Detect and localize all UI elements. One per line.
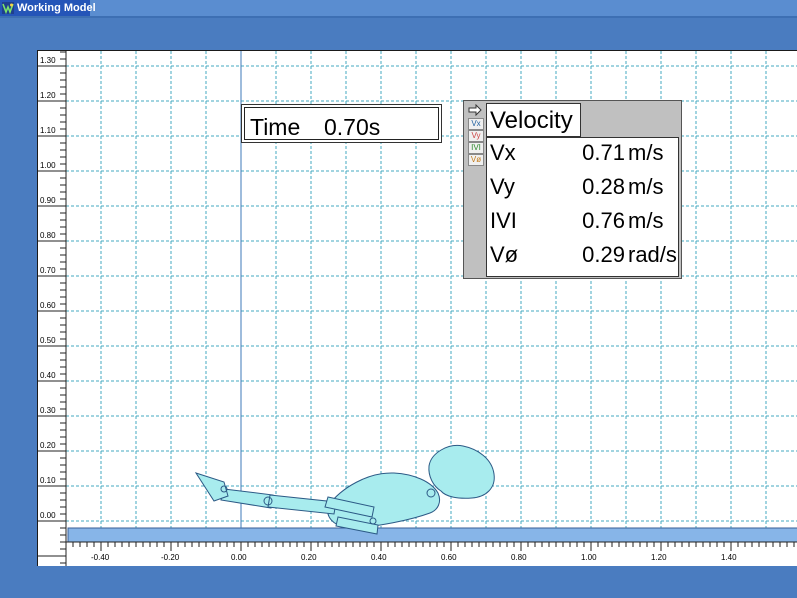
- window-title: Working Model: [17, 2, 96, 14]
- title-bar: Working Model: [0, 0, 797, 16]
- lower-arm[interactable]: [335, 516, 379, 535]
- hip-joint[interactable]: [263, 496, 273, 506]
- y-axis-label: 1.10: [40, 126, 56, 135]
- vx-toggle[interactable]: Vx: [468, 118, 484, 130]
- y-axis-label: 0.70: [40, 266, 56, 275]
- velocity-row-vy: Vy 0.28 m/s: [487, 172, 678, 206]
- velocity-name: IVI: [490, 208, 517, 233]
- velocity-name: Vø: [490, 242, 519, 267]
- y-axis-label: 0.50: [40, 336, 56, 345]
- arrow-right-icon[interactable]: [468, 104, 482, 116]
- x-axis-label: 0.00: [231, 553, 247, 562]
- time-meter[interactable]: Time 0.70s: [241, 104, 442, 143]
- shoulder-joint[interactable]: [426, 488, 436, 498]
- x-axis-label: 0.60: [441, 553, 457, 562]
- x-axis-label: -0.20: [161, 553, 180, 562]
- velocity-value: 0.76: [582, 208, 625, 233]
- humanoid-model[interactable]: [194, 444, 495, 535]
- velocity-row-magnitude: IVI 0.76 m/s: [487, 206, 678, 240]
- time-value: 0.70s: [324, 114, 381, 140]
- y-axis-label: 0.10: [40, 476, 56, 485]
- time-label: Time: [250, 114, 301, 140]
- v-angular-toggle[interactable]: Vø: [468, 154, 484, 166]
- app-title-tab[interactable]: Working Model: [0, 0, 96, 16]
- velocity-title-text: Velocity: [490, 107, 573, 134]
- y-axis-label: 0.30: [40, 406, 56, 415]
- x-axis-label: 0.40: [371, 553, 387, 562]
- head[interactable]: [428, 444, 495, 499]
- velocity-name: Vy: [490, 174, 515, 199]
- velocity-unit: m/s: [628, 174, 664, 199]
- simulation-canvas[interactable]: [38, 51, 797, 566]
- x-axis-label: 0.20: [301, 553, 317, 562]
- y-axis-label: 0.20: [40, 441, 56, 450]
- velocity-readout: Vx 0.71 m/s Vy 0.28 m/s IVI 0.76 m/s Vø …: [486, 137, 679, 277]
- foot[interactable]: [194, 472, 229, 502]
- lower-leg[interactable]: [267, 494, 337, 515]
- velocity-meter[interactable]: Vx Vy IVI Vø Velocity Vx 0.71 m/s Vy 0.2…: [463, 100, 682, 279]
- y-axis-label: 0.00: [40, 511, 56, 520]
- y-axis-label: 1.00: [40, 161, 56, 170]
- velocity-unit: m/s: [628, 140, 664, 165]
- velocity-name: Vx: [490, 140, 516, 165]
- time-meter-inner: Time 0.70s: [244, 107, 439, 140]
- x-axis-label: -0.40: [91, 553, 110, 562]
- velocity-meter-sidebar: Vx Vy IVI Vø: [465, 102, 485, 277]
- velocity-row-angular: Vø 0.29 rad/s: [487, 240, 678, 274]
- desktop-strip: [0, 16, 797, 18]
- x-axis-label: 1.20: [651, 553, 667, 562]
- x-axis-label: 1.00: [581, 553, 597, 562]
- v-magnitude-toggle[interactable]: IVI: [468, 142, 484, 154]
- y-axis-label: 0.90: [40, 196, 56, 205]
- velocity-value: 0.28: [582, 174, 625, 199]
- y-axis-label: 1.20: [40, 91, 56, 100]
- velocity-value: 0.71: [582, 140, 625, 165]
- working-model-logo-icon: [2, 2, 14, 14]
- vertical-ruler: [38, 51, 66, 564]
- velocity-unit: rad/s: [628, 242, 677, 267]
- velocity-row-vx: Vx 0.71 m/s: [487, 138, 678, 172]
- elbow-joint[interactable]: [369, 517, 377, 525]
- y-axis-label: 1.30: [40, 56, 56, 65]
- x-axis-label: 1.40: [721, 553, 737, 562]
- x-axis-label: 0.80: [511, 553, 527, 562]
- y-axis-label: 0.40: [40, 371, 56, 380]
- vy-toggle[interactable]: Vy: [468, 130, 484, 142]
- upper-arm[interactable]: [324, 496, 375, 518]
- y-axis-label: 0.80: [40, 231, 56, 240]
- ground-floor[interactable]: [67, 527, 797, 543]
- knee-joint[interactable]: [220, 485, 228, 493]
- horizontal-ruler: [72, 542, 795, 551]
- y-axis-label: 0.60: [40, 301, 56, 310]
- velocity-unit: m/s: [628, 208, 664, 233]
- velocity-meter-title: Velocity: [486, 103, 581, 137]
- velocity-value: 0.29: [582, 242, 625, 267]
